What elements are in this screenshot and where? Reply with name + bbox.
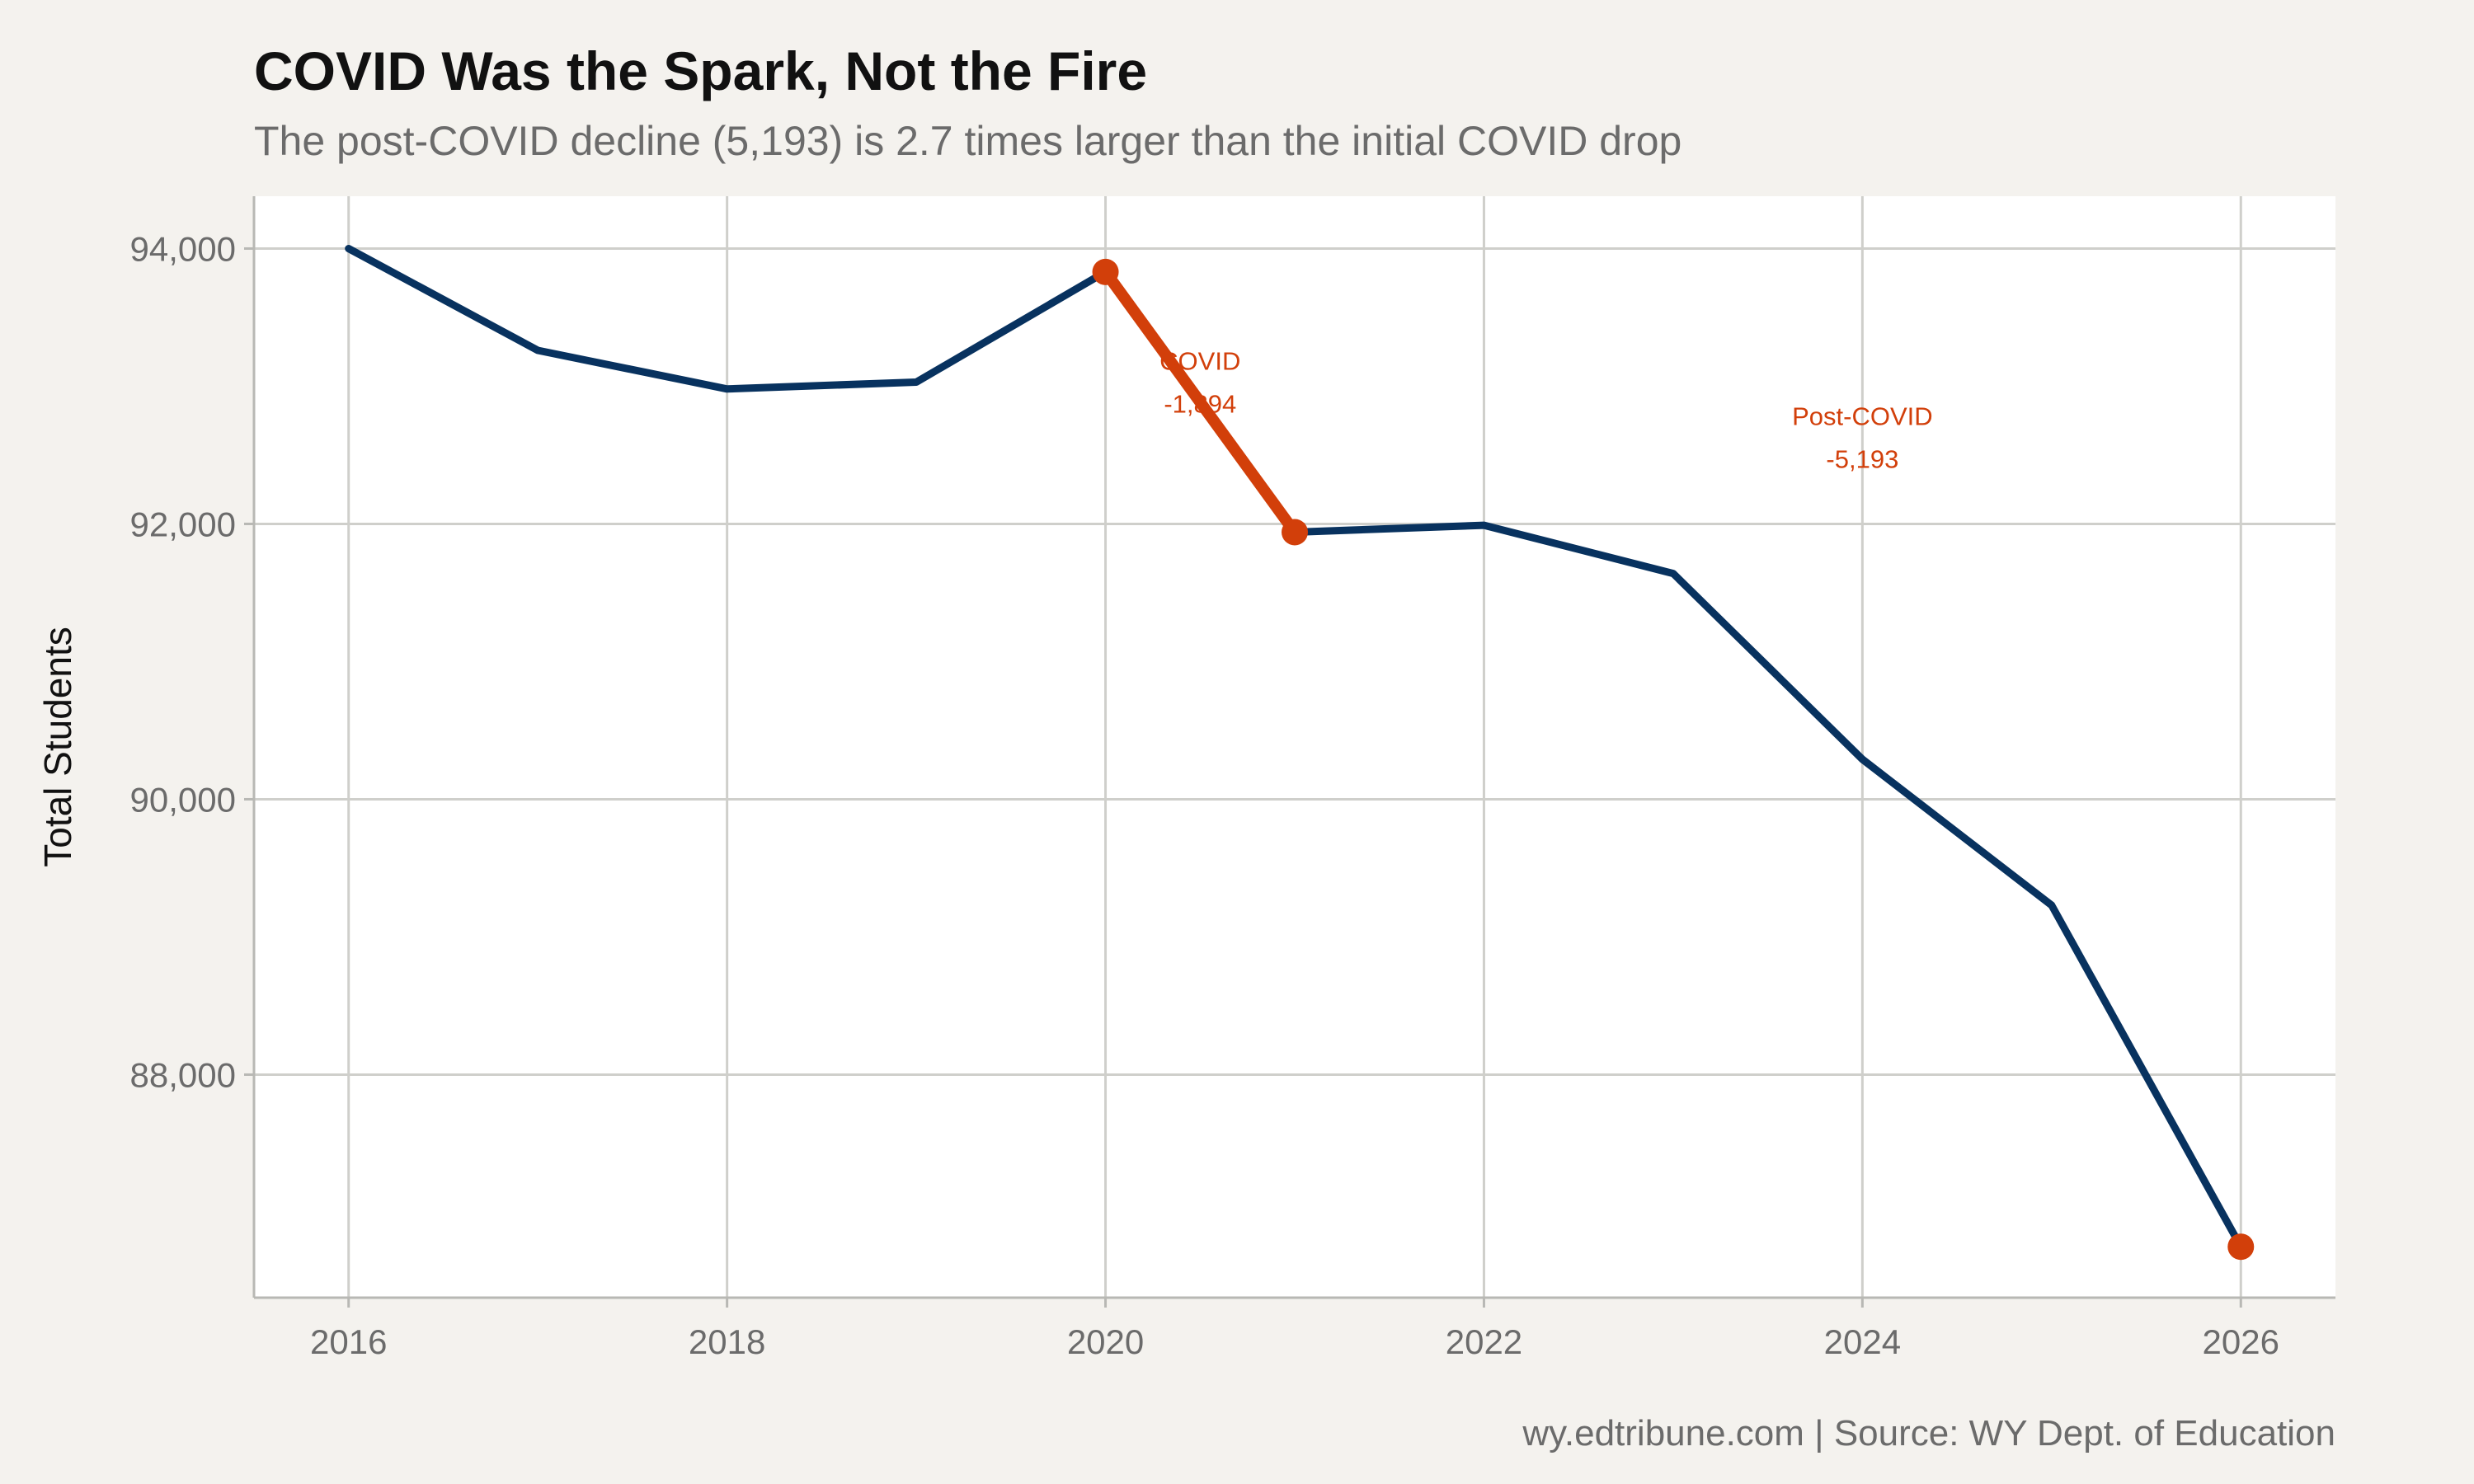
tick-labels: 88,000 90,000 92,000 94,000 2016 2018 2020 2022… bbox=[130, 229, 2279, 1361]
y-tick-label: 94,000 bbox=[130, 229, 236, 268]
annotation-value: -1,894 bbox=[1164, 389, 1236, 418]
x-tick-label: 2024 bbox=[1824, 1322, 1901, 1361]
x-tick-label: 2026 bbox=[2203, 1322, 2279, 1361]
x-tick-label: 2022 bbox=[1446, 1322, 1522, 1361]
source-caption: wy.edtribune.com | Source: WY Dept. of E… bbox=[1522, 1413, 2335, 1453]
chart-subtitle: The post-COVID decline (5,193) is 2.7 ti… bbox=[254, 118, 1682, 164]
annotation-label: Post-COVID bbox=[1792, 402, 1933, 430]
y-tick-label: 90,000 bbox=[130, 780, 236, 819]
y-tick-label: 88,000 bbox=[130, 1055, 236, 1094]
chart-title: COVID Was the Spark, Not the Fire bbox=[254, 40, 1148, 101]
highlight-point bbox=[2227, 1233, 2255, 1261]
x-tick-label: 2018 bbox=[689, 1322, 765, 1361]
x-tick-label: 2016 bbox=[310, 1322, 387, 1361]
highlight-point bbox=[1092, 258, 1119, 285]
y-axis-title: Total Students bbox=[36, 627, 79, 867]
covid-drop-segment bbox=[1099, 265, 1300, 538]
annotation-value: -5,193 bbox=[1826, 444, 1898, 473]
annotation-layer: COVID -1,894 Post-COVID -5,193 bbox=[1159, 346, 1932, 473]
axes bbox=[244, 196, 2335, 1308]
plot-panel bbox=[254, 196, 2335, 1298]
y-tick-label: 92,000 bbox=[130, 505, 236, 543]
point-layer bbox=[1092, 258, 2255, 1261]
highlight-layer bbox=[1099, 265, 1300, 538]
highlight-point bbox=[1282, 519, 1308, 546]
annotation-label: COVID bbox=[1159, 346, 1240, 375]
x-tick-label: 2020 bbox=[1067, 1322, 1144, 1361]
